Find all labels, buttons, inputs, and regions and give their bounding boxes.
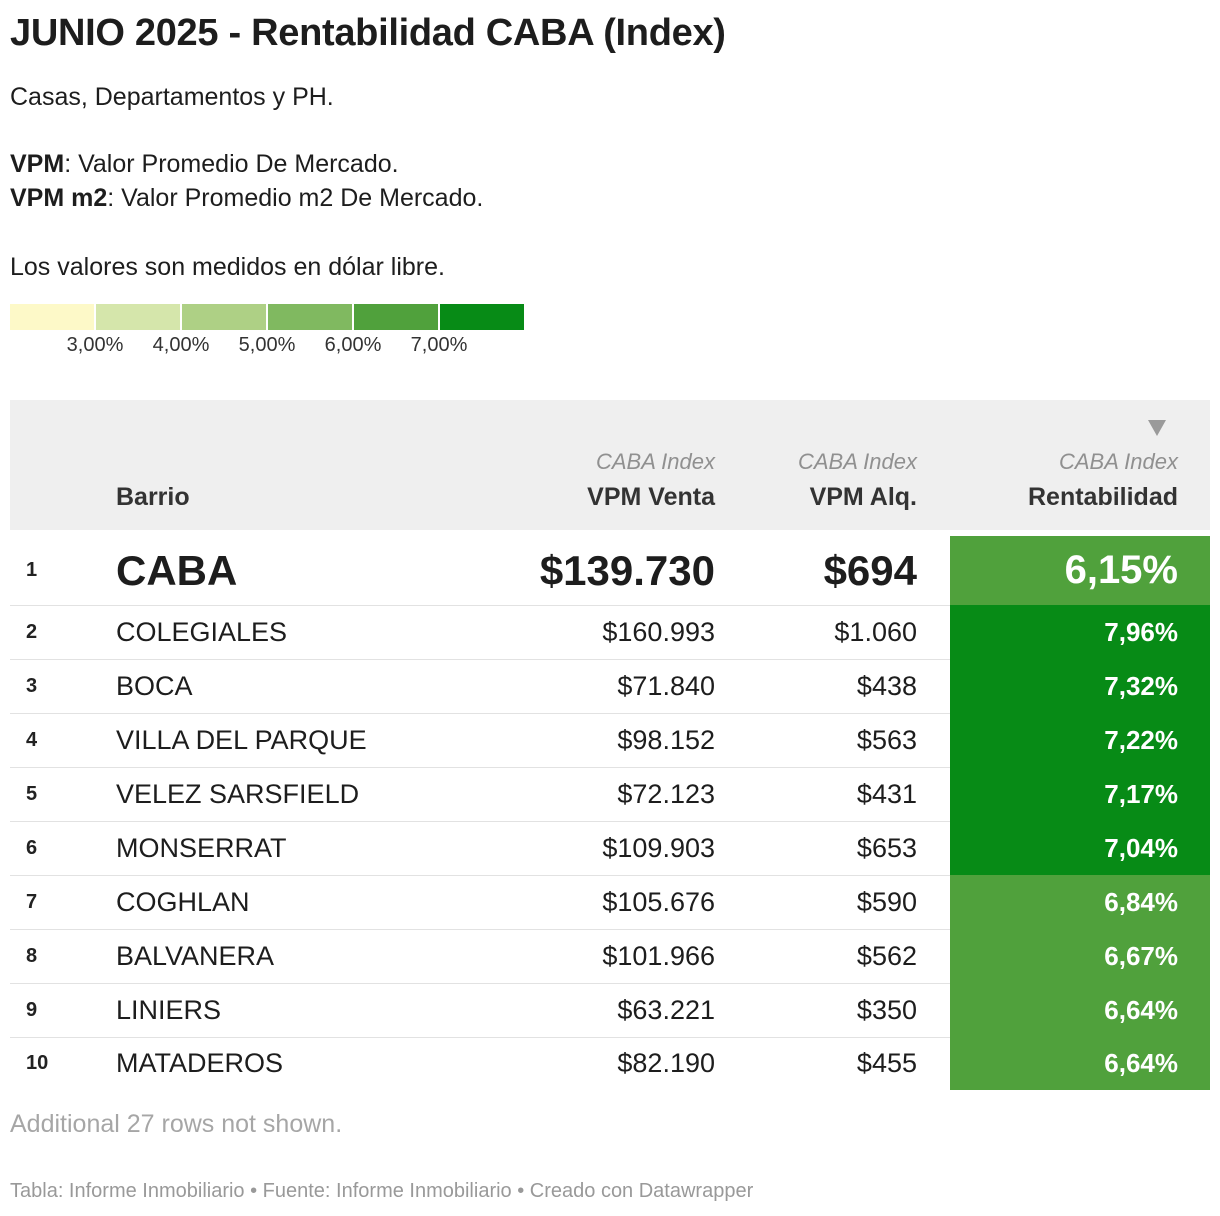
rentabilidad-cell: 6,84% — [950, 875, 1210, 929]
rows-not-shown-note: Additional 27 rows not shown. — [10, 1110, 343, 1138]
vpm-venta-cell: $82.190 — [617, 1048, 715, 1078]
vpm-alq-cell: $653 — [856, 832, 917, 863]
table-row: 6 MONSERRAT $109.903 $653 7,04% — [10, 821, 1210, 876]
column-header-rentabilidad[interactable]: Rentabilidad — [1027, 483, 1178, 511]
legend-label: 4,00% — [152, 334, 210, 356]
legend-label: 7,00% — [410, 334, 468, 356]
barrio-cell: BOCA — [116, 670, 193, 701]
vpm-alq-cell: $590 — [856, 886, 917, 917]
rentabilidad-cell: 7,04% — [950, 821, 1210, 875]
column-header-venta-index: CABA Index — [595, 449, 715, 474]
footer-credits: Tabla: Informe Inmobiliario • Fuente: In… — [10, 1180, 754, 1202]
table-header — [10, 400, 1210, 530]
vpm-venta-cell: $71.840 — [617, 670, 715, 701]
barrio-cell: VILLA DEL PARQUE — [116, 724, 367, 755]
sort-descending-icon[interactable] — [1148, 420, 1166, 436]
legend-label: 3,00% — [66, 334, 124, 356]
vpm-venta-cell: $139.730 — [539, 546, 715, 594]
barrio-cell: MONSERRAT — [116, 832, 287, 863]
table-row: 4 VILLA DEL PARQUE $98.152 $563 7,22% — [10, 713, 1210, 768]
rank-cell: 1 — [26, 559, 38, 581]
column-header-alq[interactable]: VPM Alq. — [809, 483, 917, 511]
definition-term: VPM — [10, 150, 65, 178]
table-row: 3 BOCA $71.840 $438 7,32% — [10, 659, 1210, 714]
table-row: 5 VELEZ SARSFIELD $72.123 $431 7,17% — [10, 767, 1210, 822]
legend-label: 5,00% — [238, 334, 296, 356]
legend-label: 6,00% — [324, 334, 382, 356]
rentabilidad-cell: 6,64% — [950, 983, 1210, 1037]
legend-swatch — [182, 304, 266, 330]
rentabilidad-cell: 7,96% — [950, 605, 1210, 659]
column-header-barrio[interactable]: Barrio — [116, 483, 190, 511]
definition-text: : Valor Promedio m2 De Mercado. — [107, 184, 484, 212]
rank-cell: 9 — [26, 998, 38, 1021]
rank-cell: 7 — [26, 890, 38, 913]
table-row: 9 LINIERS $63.221 $350 6,64% — [10, 983, 1210, 1038]
rank-cell: 10 — [26, 1052, 49, 1074]
vpm-alq-cell: $350 — [856, 994, 917, 1025]
legend-swatch — [96, 304, 180, 330]
vpm-alq-cell: $562 — [856, 940, 917, 971]
rentabilidad-cell: 6,67% — [950, 929, 1210, 983]
vpm-alq-cell: $455 — [856, 1048, 917, 1078]
rentabilidad-cell: 7,22% — [950, 713, 1210, 767]
vpm-venta-cell: $101.966 — [602, 940, 715, 971]
legend-swatch — [440, 304, 524, 330]
rank-cell: 8 — [26, 944, 38, 967]
page-title: JUNIO 2025 - Rentabilidad CABA (Index) — [10, 12, 726, 54]
vpm-alq-cell: $438 — [856, 670, 917, 701]
vpm-alq-cell: $1.060 — [834, 616, 917, 647]
legend-swatch — [10, 304, 94, 330]
legend-swatch — [268, 304, 352, 330]
vpm-venta-cell: $98.152 — [617, 724, 715, 755]
color-legend — [10, 304, 524, 330]
definition-vpm-m2: VPM m2: Valor Promedio m2 De Mercado. — [10, 184, 483, 213]
barrio-cell: COLEGIALES — [116, 616, 288, 647]
rank-cell: 3 — [26, 674, 38, 697]
barrio-cell: MATADEROS — [116, 1048, 284, 1078]
table-row: 7 COGHLAN $105.676 $590 6,84% — [10, 875, 1210, 930]
barrio-cell: VELEZ SARSFIELD — [116, 778, 360, 809]
barrio-cell: BALVANERA — [116, 940, 275, 971]
table-row: 8 BALVANERA $101.966 $562 6,67% — [10, 929, 1210, 984]
vpm-venta-cell: $63.221 — [617, 994, 715, 1025]
barrio-cell: COGHLAN — [116, 886, 250, 917]
barrio-cell: LINIERS — [116, 994, 222, 1025]
currency-note: Los valores son medidos en dólar libre. — [10, 253, 445, 281]
rentabilidad-cell: 6,64% — [950, 1037, 1210, 1090]
definition-text: : Valor Promedio De Mercado. — [64, 150, 399, 178]
rentabilidad-cell: 6,15% — [950, 536, 1210, 605]
vpm-alq-cell: $431 — [856, 778, 917, 809]
column-header-rent-index: CABA Index — [1058, 449, 1178, 474]
legend-swatch — [354, 304, 438, 330]
rentabilidad-cell: 7,32% — [950, 659, 1210, 713]
vpm-venta-cell: $72.123 — [617, 778, 715, 809]
column-header-venta[interactable]: VPM Venta — [587, 483, 715, 511]
vpm-venta-cell: $160.993 — [602, 616, 715, 647]
table-row: 10 MATADEROS $82.190 $455 6,64% — [10, 1037, 1210, 1090]
vpm-alq-cell: $563 — [856, 724, 917, 755]
barrio-cell: CABA — [116, 546, 238, 594]
rank-cell: 4 — [26, 728, 38, 751]
vpm-alq-cell: $694 — [823, 546, 917, 594]
subtitle: Casas, Departamentos y PH. — [10, 83, 334, 111]
vpm-venta-cell: $109.903 — [602, 832, 715, 863]
table-row: 2 COLEGIALES $160.993 $1.060 7,96% — [10, 605, 1210, 660]
definition-term: VPM m2 — [10, 184, 108, 212]
rank-cell: 6 — [26, 836, 38, 859]
rank-cell: 2 — [26, 620, 38, 643]
definition-vpm: VPM: Valor Promedio De Mercado. — [10, 150, 399, 179]
table-row: 1 CABA $139.730 $694 6,15% — [10, 536, 1210, 606]
rank-cell: 5 — [26, 782, 38, 805]
column-header-alq-index: CABA Index — [797, 449, 917, 474]
vpm-venta-cell: $105.676 — [602, 886, 715, 917]
rentabilidad-cell: 7,17% — [950, 767, 1210, 821]
